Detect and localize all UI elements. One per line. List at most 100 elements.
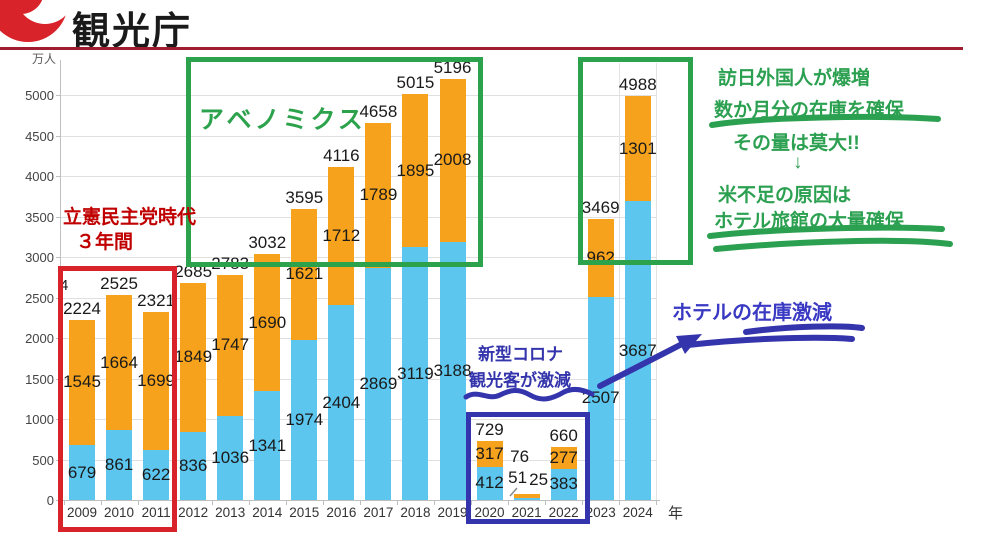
bar-2009-blue	[69, 445, 95, 500]
red-note-line1: 立憲民主党時代	[63, 207, 197, 228]
blue-value-label-2009: 679	[67, 462, 97, 482]
total-label-2020: 729	[475, 419, 504, 439]
x-tick-15	[619, 500, 621, 505]
gridline-y-4500	[60, 135, 656, 137]
orange-value-label-2010: 1664	[100, 352, 138, 372]
bar-2020-orange	[476, 440, 503, 467]
bar-2014-orange	[254, 254, 281, 392]
orange-value-label-2024: 1301	[618, 138, 657, 158]
y-tick-3000	[56, 257, 60, 258]
x-tick-label-2018: 2018	[400, 505, 431, 520]
bar-2019-orange	[439, 79, 466, 242]
x-tick-label-2023: 2023	[585, 505, 616, 520]
x-tick-13	[545, 500, 547, 505]
green-note-arrow-down: ↓	[793, 152, 803, 173]
blue-value-label-2022: 383	[549, 474, 578, 494]
total-label-2010: 2525	[100, 274, 138, 294]
orange-value-label-2022: 277	[549, 447, 578, 467]
y-tick-label-4000: 4000	[25, 169, 54, 184]
orange-value-label-2012: 1849	[174, 347, 213, 367]
agency-title: 観光庁	[72, 11, 193, 53]
x-tick-7	[322, 500, 324, 505]
bar-2012-blue	[180, 432, 207, 500]
x-tick-11	[471, 500, 473, 505]
blue-value-label-2010: 861	[104, 455, 134, 475]
bar-2015-blue	[291, 340, 318, 500]
x-tick-12	[508, 500, 510, 505]
total-label-2009: 2224	[63, 298, 101, 318]
x-tick-10	[434, 500, 435, 505]
bar-2020-blue	[476, 466, 503, 500]
bar-2009-orange	[69, 319, 95, 445]
x-tick-label-2012: 2012	[178, 505, 209, 520]
x-tick-label-2024: 2024	[622, 505, 653, 520]
covid-note-line1: 新型コロナ	[478, 345, 563, 364]
bar-2011-orange	[143, 311, 170, 450]
bar-2021-blue	[513, 497, 540, 500]
x-tick-label-2017: 2017	[363, 505, 394, 520]
gridline-y-2000	[60, 338, 656, 339]
bar-2010-orange	[106, 295, 133, 431]
x-tick-label-2011: 2011	[141, 505, 171, 520]
gridline-y-4000	[60, 176, 656, 177]
blue-value-label-2017: 2869	[359, 373, 398, 393]
x-tick-0	[63, 500, 65, 505]
bar-2014-blue	[254, 391, 281, 500]
bar-2018-blue	[402, 247, 429, 500]
blue-value-label-2012: 836	[178, 456, 208, 476]
x-tick-label-2013: 2013	[215, 505, 246, 520]
abenomics-label: アベノミクス	[199, 106, 366, 134]
y-tick-label-1000: 1000	[25, 412, 54, 427]
bar-2018-orange	[402, 93, 429, 248]
bar-2013-orange	[217, 274, 244, 417]
orange-value-label-2020: 317	[475, 443, 504, 463]
bar-2016-blue	[328, 305, 355, 500]
orange-value-label-2017: 1789	[359, 185, 398, 205]
x-tick-label-2019: 2019	[437, 505, 468, 520]
logo-inner-red-icon	[0, 0, 44, 14]
bar-2017-blue	[365, 267, 392, 500]
orange-value-label-2021: 51	[508, 468, 528, 487]
total-label-2021: 76	[510, 447, 530, 466]
x-tick-14	[582, 500, 584, 505]
orange-value-label-2015: 1621	[285, 264, 324, 284]
orange-value-label-2014: 1690	[248, 312, 287, 332]
y-tick-5000	[56, 95, 60, 96]
hotel-stock-drop-label: ホテルの在庫激減	[672, 302, 832, 324]
stray-clipped-digit: 4	[60, 277, 69, 294]
bar-2022-orange	[550, 446, 577, 469]
x-tick-label-2009: 2009	[66, 505, 98, 520]
y-tick-4000	[56, 176, 60, 177]
total-label-2014: 3032	[248, 233, 287, 253]
total-label-2017: 4658	[359, 101, 398, 121]
total-label-2024: 4988	[618, 74, 657, 94]
orange-value-label-2019: 2008	[433, 150, 472, 170]
gridline-y-3000	[60, 257, 656, 258]
y-tick-label-500: 500	[32, 452, 54, 468]
total-label-2022: 660	[549, 425, 578, 445]
gridline-y-2500	[60, 297, 656, 299]
bar-2016-orange	[328, 166, 355, 306]
x-tick-8	[359, 500, 361, 505]
vertical-gridline-1	[656, 63, 657, 500]
gridline-y-5000	[60, 95, 656, 96]
x-tick-9	[396, 500, 398, 505]
green-note-line1: 訪日外国人が爆増	[718, 68, 871, 89]
total-label-2011: 2321	[137, 290, 176, 310]
x-tick-label-2016: 2016	[326, 505, 357, 520]
bar-2023-orange	[587, 219, 614, 297]
x-tick-16	[656, 500, 658, 505]
green-note-line2: 数か月分の在庫を確保	[714, 100, 905, 121]
blue-value-label-2015: 1974	[285, 410, 324, 430]
header-divider	[0, 47, 963, 50]
y-axis-unit-label: 万人	[32, 52, 57, 66]
x-tick-5	[248, 500, 250, 505]
blue-value-label-2018: 3119	[397, 363, 434, 383]
total-label-2023: 3469	[581, 198, 620, 217]
x-tick-label-2014: 2014	[252, 505, 283, 520]
x-tick-label-2010: 2010	[104, 505, 135, 520]
total-label-2015: 3595	[285, 187, 324, 207]
red-highlight-box-2009-2011	[58, 266, 177, 532]
x-tick-4	[211, 500, 213, 505]
